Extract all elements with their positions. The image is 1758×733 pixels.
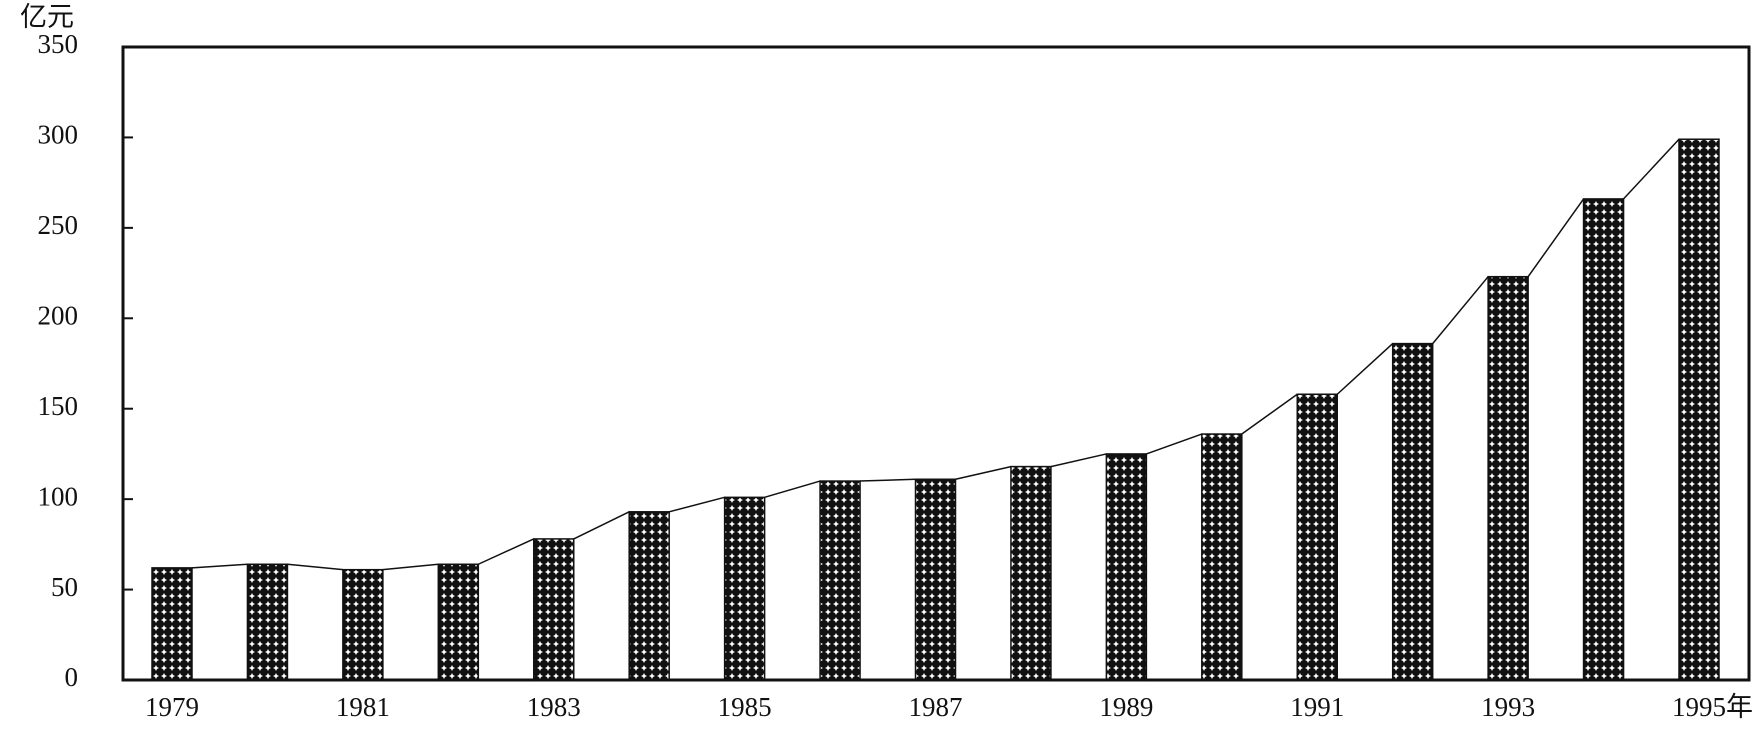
connector-line — [764, 480, 821, 499]
connector-line — [1050, 453, 1107, 468]
x-tick-label: 1995 — [1672, 692, 1726, 722]
x-tick-label: 1993 — [1481, 692, 1535, 722]
connector-line — [382, 563, 439, 571]
connector-line — [287, 563, 343, 571]
bar — [533, 538, 575, 681]
connector-line — [1146, 433, 1203, 455]
bar — [819, 480, 861, 681]
y-tick-label: 100 — [38, 481, 79, 511]
bar — [1391, 342, 1434, 681]
bar — [723, 496, 766, 681]
connector-line — [573, 511, 630, 540]
bar — [1010, 465, 1052, 681]
connector-line — [1241, 393, 1298, 435]
y-tick-label: 50 — [51, 572, 78, 602]
x-tick-label: 1983 — [527, 692, 581, 722]
x-tick-label: 1981 — [336, 692, 390, 722]
y-tick-label: 200 — [38, 300, 79, 330]
bar — [1296, 393, 1338, 681]
connector-line — [668, 496, 725, 513]
connector-line — [191, 563, 248, 569]
x-tick-label: 1991 — [1290, 692, 1344, 722]
bar — [628, 511, 670, 681]
y-tick-label: 350 — [38, 29, 79, 59]
bar — [437, 563, 480, 681]
connector-line — [1432, 276, 1489, 345]
y-tick-label: 0 — [65, 662, 79, 692]
connector-line — [1623, 138, 1680, 200]
connector-line — [1336, 343, 1394, 395]
x-tick-label: 1979 — [145, 692, 199, 722]
connector-line — [1527, 198, 1585, 278]
x-tick-label: 1987 — [909, 692, 963, 722]
y-tick-label: 300 — [38, 120, 79, 150]
bar — [1201, 433, 1243, 681]
bar — [1678, 138, 1720, 681]
y-tick-label: 250 — [38, 210, 79, 240]
bar — [151, 567, 193, 681]
x-tick-label: 1985 — [718, 692, 772, 722]
connector-line — [860, 478, 916, 482]
bar — [342, 568, 384, 681]
bar — [1582, 198, 1625, 681]
connector-line — [478, 538, 535, 565]
y-axis-unit: 亿元 — [20, 2, 74, 32]
bar — [1105, 453, 1148, 681]
bar — [914, 478, 957, 681]
x-tick-label: 1989 — [1099, 692, 1153, 722]
bar — [246, 563, 289, 681]
connector-line — [955, 465, 1012, 480]
x-axis-unit: 年 — [1726, 692, 1753, 722]
bar — [1487, 275, 1529, 681]
y-tick-label: 150 — [38, 391, 79, 421]
